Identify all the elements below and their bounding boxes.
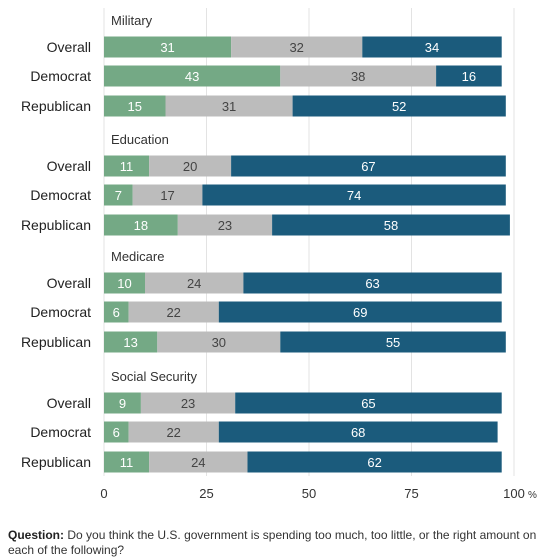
bar-segment	[132, 184, 203, 206]
data-label: 24	[187, 276, 201, 291]
data-label: 11	[120, 455, 134, 470]
bar-segment	[280, 331, 506, 353]
data-label: 67	[361, 159, 375, 174]
data-label: 20	[183, 159, 197, 174]
bar-segment	[218, 301, 502, 323]
bar-segment	[104, 214, 178, 236]
bar-segment	[104, 36, 232, 58]
row-label: Democrat	[30, 424, 91, 440]
data-label: 65	[361, 396, 375, 411]
data-label: 11	[120, 159, 134, 174]
data-label: 23	[218, 218, 232, 233]
bar-segment	[235, 392, 502, 414]
bar-segment	[149, 155, 232, 177]
data-label: 10	[117, 276, 131, 291]
row-label: Republican	[21, 98, 91, 114]
data-label: 22	[166, 305, 180, 320]
data-label: 43	[185, 69, 199, 84]
data-label: 74	[347, 188, 361, 203]
question-label: Question:	[8, 528, 64, 542]
bar-segment	[165, 95, 293, 117]
x-tick-label: 50	[302, 486, 316, 501]
bar-segment	[149, 451, 248, 473]
bar-segment	[104, 155, 150, 177]
row-label: Republican	[21, 334, 91, 350]
data-label: 18	[134, 218, 148, 233]
bar-segment	[280, 65, 437, 87]
row-label: Overall	[47, 39, 91, 55]
bar-segment	[231, 155, 506, 177]
row-label: Democrat	[30, 304, 91, 320]
bar-segment	[272, 214, 510, 236]
bar-segment	[104, 451, 150, 473]
data-label: 9	[119, 396, 126, 411]
bar-segment	[202, 184, 506, 206]
bar-segment	[177, 214, 273, 236]
data-label: 34	[425, 40, 439, 55]
row-label: Democrat	[30, 68, 91, 84]
data-label: 6	[113, 305, 120, 320]
row-label: Republican	[21, 454, 91, 470]
x-tick-label: 100	[503, 486, 525, 501]
bar-segment	[362, 36, 502, 58]
data-label: 16	[462, 69, 476, 84]
bar-segment	[104, 65, 281, 87]
data-label: 32	[289, 40, 303, 55]
group-title: Social Security	[111, 369, 197, 384]
bar-segment	[145, 272, 244, 294]
data-label: 22	[166, 425, 180, 440]
bar-segment	[104, 421, 129, 443]
data-label: 31	[222, 99, 236, 114]
x-tick-label: 75	[404, 486, 418, 501]
bar-segment	[128, 421, 219, 443]
bar-segment	[104, 331, 158, 353]
row-label: Democrat	[30, 187, 91, 203]
data-label: 17	[160, 188, 174, 203]
data-label: 6	[113, 425, 120, 440]
data-label: 69	[353, 305, 367, 320]
data-label: 68	[351, 425, 365, 440]
bar-segment	[157, 331, 281, 353]
bar-segment	[243, 272, 502, 294]
bar-segment	[218, 421, 498, 443]
bar-segment	[128, 301, 219, 323]
data-label: 15	[128, 99, 142, 114]
stacked-bar-chart: Military Overall 31 32 34 Democrat 43 38 16 Repub…	[21, 8, 537, 501]
data-label: 63	[365, 276, 379, 291]
data-label: 31	[160, 40, 174, 55]
x-tick-label: 25	[199, 486, 213, 501]
row-label: Overall	[47, 275, 91, 291]
x-unit-label: %	[528, 490, 537, 501]
bar-segment	[104, 184, 133, 206]
bar-segment	[247, 451, 502, 473]
bar-segment	[436, 65, 502, 87]
row-label: Overall	[47, 395, 91, 411]
bar-segment	[140, 392, 236, 414]
question-text: Do you think the U.S. government is spen…	[8, 528, 537, 557]
x-tick-label: 0	[100, 486, 107, 501]
data-label: 55	[386, 335, 400, 350]
bar-segment	[104, 272, 145, 294]
data-label: 23	[181, 396, 195, 411]
data-label: 24	[191, 455, 205, 470]
group-title: Medicare	[111, 249, 164, 264]
bar-segment	[104, 95, 166, 117]
data-label: 58	[384, 218, 398, 233]
data-label: 30	[212, 335, 226, 350]
bar-segment	[292, 95, 506, 117]
row-label: Overall	[47, 158, 91, 174]
data-label: 38	[351, 69, 365, 84]
data-label: 7	[115, 188, 122, 203]
row-label: Republican	[21, 217, 91, 233]
group-title: Military	[111, 13, 153, 28]
group-title: Education	[111, 132, 169, 147]
data-label: 13	[123, 335, 137, 350]
bar-segment	[104, 301, 129, 323]
bar-segment	[231, 36, 363, 58]
data-label: 52	[392, 99, 406, 114]
question-footnote: Question: Do you think the U.S. governme…	[8, 528, 544, 558]
bar-segment	[104, 392, 141, 414]
data-label: 62	[367, 455, 381, 470]
